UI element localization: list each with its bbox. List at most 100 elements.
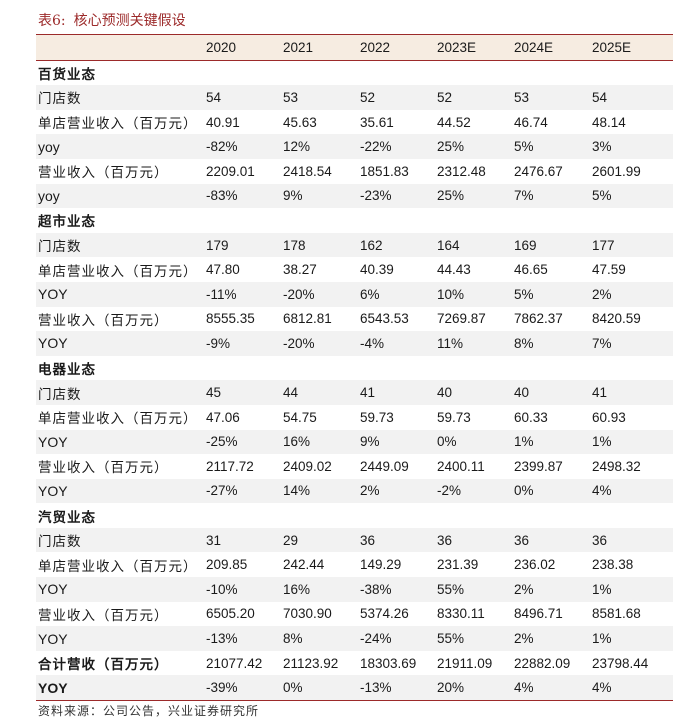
value-cell: 52 [360,89,376,105]
table-row: YOY -27% 14% 2% -2% 0% 4% [36,478,673,504]
value-cell: 4% [592,675,673,702]
value-cell: 2117.72 [206,458,254,474]
value-cell [514,208,592,233]
value-cell [514,356,592,381]
value-cell: 40.91 [206,114,240,130]
value-cell: -11% [206,286,237,302]
value-cell: 2409.02 [283,458,332,474]
value-cell: 164 [437,237,460,253]
row-label: 营业收入（百万元） [38,607,169,624]
value-cell: 40.39 [360,262,394,278]
row-label: 单店营业收入（百万元） [38,116,198,133]
total-row: 合计营收（百万元） 21077.42 21123.92 18303.69 21911.0… [36,651,673,676]
value-cell: 1% [592,434,612,450]
value-cell: 45.63 [283,114,317,130]
value-cell: 7030.90 [283,606,332,622]
value-cell: 2601.99 [592,163,641,179]
value-cell: 0% [283,675,360,702]
table-row: yoy -82% 12% -22% 25% 5% 3% [36,134,673,159]
table-row: 门店数 179 178 162 164 169 177 [36,232,673,258]
value-cell: -24% [360,631,392,647]
value-cell: 35.61 [360,114,394,130]
value-cell [437,503,514,528]
header-row: 2020 2021 2022 2023E 2024E 2025E [36,34,673,61]
value-cell: 52 [437,89,453,105]
forecast-assumptions-table: 2020 2021 2022 2023E 2024E 2025E 百货业态 门店数… [36,34,673,702]
row-label: 单店营业收入（百万元） [38,411,198,428]
value-cell: 242.44 [283,557,325,573]
value-cell: 179 [206,237,229,253]
row-label: YOY [38,630,68,647]
value-cell: 6505.20 [206,606,255,622]
value-cell: 47.80 [206,262,240,278]
value-cell: 36 [514,532,530,548]
table-row: 营业收入（百万元） 2209.01 2418.54 1851.83 2312.48 247… [36,159,673,184]
row-label: 超市业态 [38,214,96,231]
value-cell [360,60,437,85]
value-cell: 8581.68 [592,606,641,622]
row-label: YOY [36,675,206,702]
header-cell-2023e: 2023E [437,34,514,61]
table-row: 单店营业收入（百万元） 47.06 54.75 59.73 59.73 60.33 60.9… [36,405,673,430]
value-cell [360,503,437,528]
value-cell: 41 [592,385,608,401]
value-cell: 4% [514,675,592,702]
value-cell: 22882.09 [514,655,571,671]
table-row: 营业收入（百万元） 6505.20 7030.90 5374.26 8330.11 849… [36,602,673,627]
value-cell: -20% [283,335,315,351]
value-cell: 54 [592,89,608,105]
value-cell: 21077.42 [206,655,263,671]
row-label: 营业收入（百万元） [38,460,169,477]
value-cell: 5% [514,286,534,302]
value-cell [206,503,283,528]
value-cell [283,356,360,381]
value-cell [360,356,437,381]
value-cell: 169 [514,237,537,253]
value-cell: 1851.83 [360,163,409,179]
row-label: YOY [38,286,68,303]
value-cell: 1% [514,434,534,450]
value-cell: 7% [592,335,612,351]
value-cell: 1% [592,581,612,597]
value-cell: 20% [437,675,514,702]
table-row: YOY -25% 16% 9% 0% 1% 1% [36,429,673,455]
row-label: 门店数 [38,91,82,108]
row-label: 营业收入（百万元） [38,165,169,182]
value-cell: 3% [592,139,612,155]
value-cell: 47.59 [592,262,626,278]
row-label: YOY [38,581,68,598]
value-cell [437,356,514,381]
section-row: 电器业态 [36,356,673,381]
value-cell: 36 [592,532,608,548]
row-label: 合计营收（百万元） [38,657,169,674]
table-row: 营业收入（百万元） 2117.72 2409.02 2449.09 2400.11 239… [36,454,673,479]
value-cell: 2% [360,483,380,499]
value-cell: 2399.87 [514,458,563,474]
value-cell: -39% [206,675,283,702]
value-cell [592,356,673,381]
row-label: 汽贸业态 [38,509,96,526]
value-cell [360,208,437,233]
value-cell: 60.93 [592,409,626,425]
value-cell: 44.43 [437,262,471,278]
value-cell: 209.85 [206,557,248,573]
row-label: YOY [38,335,68,352]
value-cell: 16% [283,434,311,450]
value-cell [283,503,360,528]
value-cell: 40 [437,385,453,401]
value-cell: 238.38 [592,557,634,573]
value-cell: 48.14 [592,114,626,130]
row-label: 单店营业收入（百万元） [38,558,198,575]
value-cell: -23% [360,188,392,204]
value-cell [592,208,673,233]
value-cell: 36 [360,532,376,548]
value-cell: -2% [437,483,462,499]
value-cell: 6% [360,286,380,302]
row-label: 营业收入（百万元） [38,312,169,329]
value-cell: 2209.01 [206,163,255,179]
table-row: 单店营业收入（百万元） 47.80 38.27 40.39 44.43 46.65 47.5… [36,257,673,282]
value-cell: 38.27 [283,262,317,278]
value-cell: 5% [514,139,534,155]
value-cell: 2% [514,581,534,597]
value-cell: 53 [283,89,299,105]
